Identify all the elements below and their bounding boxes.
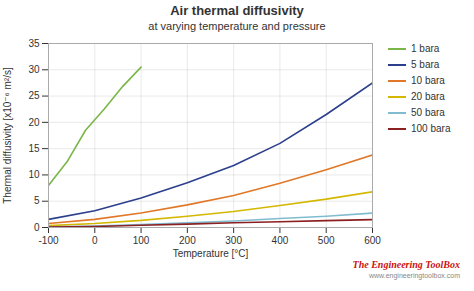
html-text:at varying temperature and pre: at varying temperature and pressure [148,20,326,32]
html-text:1 bara: 1 bara [411,43,440,54]
svg-text:600: 600 [364,235,381,246]
html-text:The Engineering ToolBox: The Engineering ToolBox [352,259,460,270]
svg-text:500: 500 [318,235,335,246]
svg-text:5: 5 [34,195,40,206]
svg-text:25: 25 [28,90,40,101]
svg-text:100: 100 [133,235,150,246]
svg-text:300: 300 [225,235,242,246]
svg-text:0: 0 [92,235,98,246]
svg-text:Thermal diffusivity [x10⁻⁶ m²/: Thermal diffusivity [x10⁻⁶ m²/s] [2,67,13,204]
svg-text:35: 35 [28,38,40,49]
svg-text:20: 20 [28,117,40,128]
html-text:10 bara: 10 bara [411,75,445,86]
html-text:20 bara: 20 bara [411,91,445,102]
html-text:www.engineeringtoolbox.com: www.engineeringtoolbox.com [368,272,460,279]
svg-text:15: 15 [28,143,40,154]
html-text:5 bara: 5 bara [411,59,440,70]
svg-text:Temperature [°C]: Temperature [°C] [173,248,249,259]
svg-text:0: 0 [34,222,40,233]
html-text:Air thermal diffusivity: Air thermal diffusivity [170,3,304,18]
svg-text:200: 200 [179,235,196,246]
svg-text:400: 400 [272,235,289,246]
svg-text:30: 30 [28,64,40,75]
svg-text:10: 10 [28,169,40,180]
svg-text:-100: -100 [38,235,58,246]
html-text:100 bara: 100 bara [411,123,451,134]
html-text:50 bara: 50 bara [411,107,445,118]
